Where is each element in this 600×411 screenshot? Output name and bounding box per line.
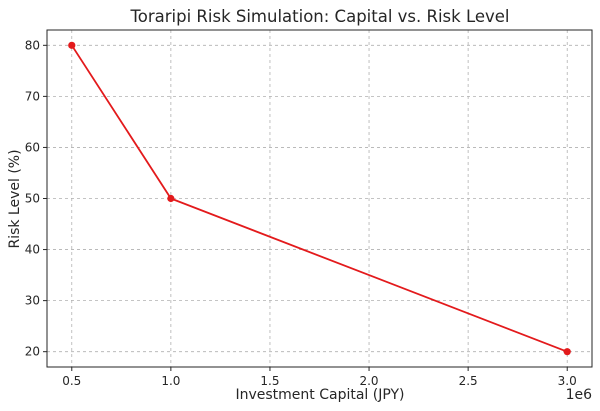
data-point <box>68 41 76 49</box>
x-tick-label: 2.5 <box>459 374 478 388</box>
axis-ticks: 0.5 1.0 1.5 2.0 2.5 3.0 20 30 40 50 60 70 80 <box>25 38 577 388</box>
chart-title: Toraripi Risk Simulation: Capital vs. Ri… <box>129 7 509 26</box>
x-tick-label: 3.0 <box>558 374 577 388</box>
x-tick-label: 1.5 <box>260 374 279 388</box>
y-tick-label: 60 <box>25 140 40 154</box>
y-tick-label: 70 <box>25 89 40 103</box>
y-axis-label: Risk Level (%) <box>7 149 23 248</box>
data-point <box>563 348 571 356</box>
y-tick-label: 50 <box>25 192 40 206</box>
series-group <box>68 41 571 356</box>
x-tick-label: 2.0 <box>359 374 378 388</box>
x-axis-label: Investment Capital (JPY) <box>235 387 404 403</box>
y-tick-label: 30 <box>25 294 40 308</box>
y-tick-label: 20 <box>25 345 40 359</box>
y-tick-label: 40 <box>25 243 40 257</box>
plot-area-frame <box>46 29 593 368</box>
x-axis-offset-label: 1e6 <box>566 387 593 403</box>
grid <box>47 30 592 367</box>
y-tick-label: 80 <box>25 38 40 52</box>
data-point <box>167 194 175 203</box>
x-tick-label: 0.5 <box>62 374 81 388</box>
x-tick-label: 1.0 <box>161 374 180 388</box>
